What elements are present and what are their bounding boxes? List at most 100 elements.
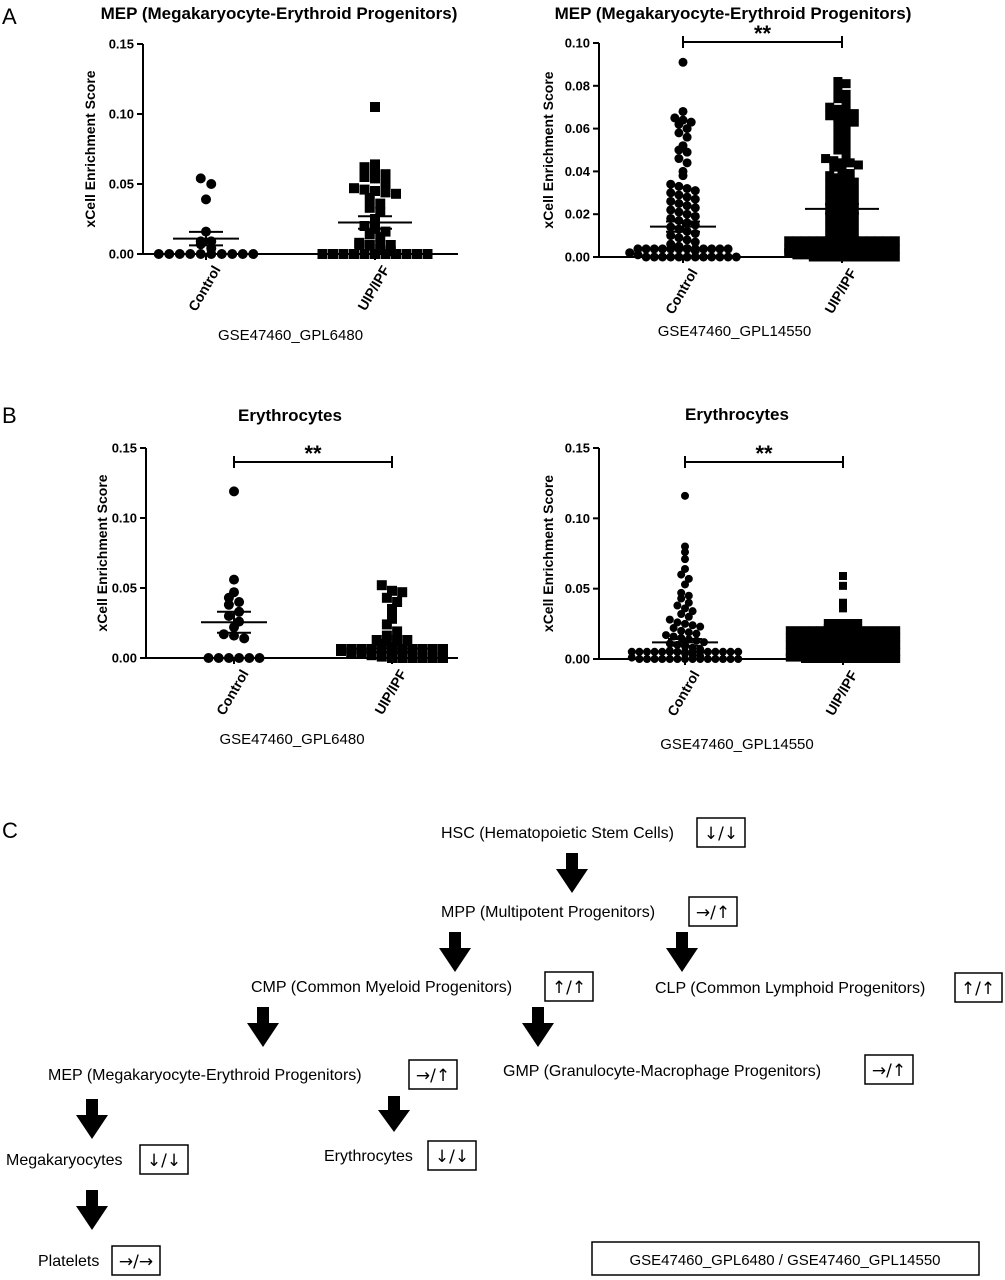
data-point [846, 655, 855, 663]
data-point [734, 647, 743, 656]
chart-title: MEP (Megakaryocyte-Erythroid Progenitors… [101, 4, 458, 23]
node-mep-status-box [408, 1059, 458, 1090]
data-point [884, 640, 893, 649]
data-point [364, 240, 375, 250]
data-point [666, 231, 676, 241]
node-megakaryocytes-status: ↓/↓ [147, 1151, 181, 1171]
data-point [849, 236, 859, 246]
data-point [397, 653, 408, 663]
data-point [839, 581, 847, 590]
data-point [674, 207, 684, 217]
data-point [849, 186, 859, 196]
data-point [674, 154, 684, 164]
node-cmp-label: CMP (Common Myeloid Progenitors) [251, 979, 512, 996]
data-point [845, 158, 855, 168]
data-point [831, 633, 840, 642]
data-point [882, 252, 892, 262]
data-point [808, 633, 817, 642]
y-tick-label: 0.00 [109, 247, 134, 262]
significance-label: ** [755, 441, 773, 466]
data-point [890, 244, 900, 254]
data-point [650, 647, 659, 656]
data-point [793, 633, 802, 642]
data-point [674, 190, 684, 200]
data-point [829, 156, 839, 166]
data-point [841, 106, 851, 116]
data-point [833, 85, 843, 95]
data-point [380, 179, 391, 189]
data-point [801, 647, 809, 656]
data-point [380, 169, 391, 180]
data-point [684, 612, 693, 621]
data-point [666, 179, 676, 189]
data-point [849, 203, 859, 213]
data-point [218, 629, 229, 640]
data-point [677, 594, 686, 603]
data-point [831, 619, 840, 627]
data-point [703, 647, 712, 656]
data-point [349, 249, 359, 259]
category-label: UIP/IPF [822, 667, 861, 718]
data-point [682, 244, 692, 254]
node-mep-label: MEP (Megakaryocyte-Erythroid Progenitors… [48, 1067, 362, 1084]
data-point [206, 179, 217, 189]
node-clp-status: ↑/↑ [961, 979, 995, 999]
data-point [666, 196, 676, 206]
data-point [336, 644, 346, 654]
data-point [825, 205, 835, 215]
category-label: Control [213, 667, 252, 718]
data-point [816, 640, 825, 649]
data-point [371, 635, 382, 645]
data-point [681, 655, 689, 663]
data-point [825, 188, 835, 198]
data-point [869, 626, 878, 635]
data-point [627, 647, 636, 656]
data-point [734, 655, 743, 663]
data-point [385, 246, 396, 257]
data-point [839, 640, 847, 649]
data-point [800, 250, 810, 260]
data-point [719, 647, 727, 656]
data-point [831, 626, 840, 635]
data-point [784, 236, 794, 246]
data-point [869, 640, 878, 649]
data-point [674, 252, 684, 262]
data-point [380, 187, 391, 198]
data-point [375, 198, 386, 209]
y-tick-label: 0.15 [109, 37, 134, 52]
node-cmp-status: ↑/↑ [552, 978, 586, 998]
data-point [203, 653, 214, 663]
data-point [833, 224, 843, 234]
data-point [823, 640, 832, 649]
data-point [370, 249, 380, 259]
chart-title: MEP (Megakaryocyte-Erythroid Progenitors… [555, 4, 912, 23]
data-point [800, 236, 810, 246]
data-point [381, 592, 392, 603]
y-axis-label: xCell Enrichment Score [540, 71, 556, 228]
data-point [649, 244, 659, 254]
node-erythrocytes: Erythrocytes ↓/↓ [324, 1140, 477, 1171]
data-point [206, 249, 217, 259]
data-point [833, 190, 843, 200]
arrow-mep-ery [378, 1096, 410, 1132]
data-point [364, 229, 375, 240]
data-point [690, 228, 700, 238]
data-point [174, 249, 185, 259]
data-point [831, 640, 840, 649]
data-point [427, 653, 438, 663]
data-point [841, 115, 851, 125]
data-point [696, 622, 705, 631]
y-tick-label: 0.05 [565, 581, 590, 596]
data-point [682, 209, 692, 219]
data-point [841, 218, 851, 228]
data-point [387, 613, 397, 624]
node-mep: MEP (Megakaryocyte-Erythroid Progenitors… [48, 1059, 458, 1090]
data-point [690, 244, 700, 254]
data-point [665, 655, 674, 663]
data-point [825, 196, 835, 206]
data-point [391, 249, 401, 259]
data-point [841, 252, 851, 262]
data-point [376, 580, 387, 591]
data-point [884, 647, 893, 656]
node-hsc-status-box [696, 817, 746, 848]
